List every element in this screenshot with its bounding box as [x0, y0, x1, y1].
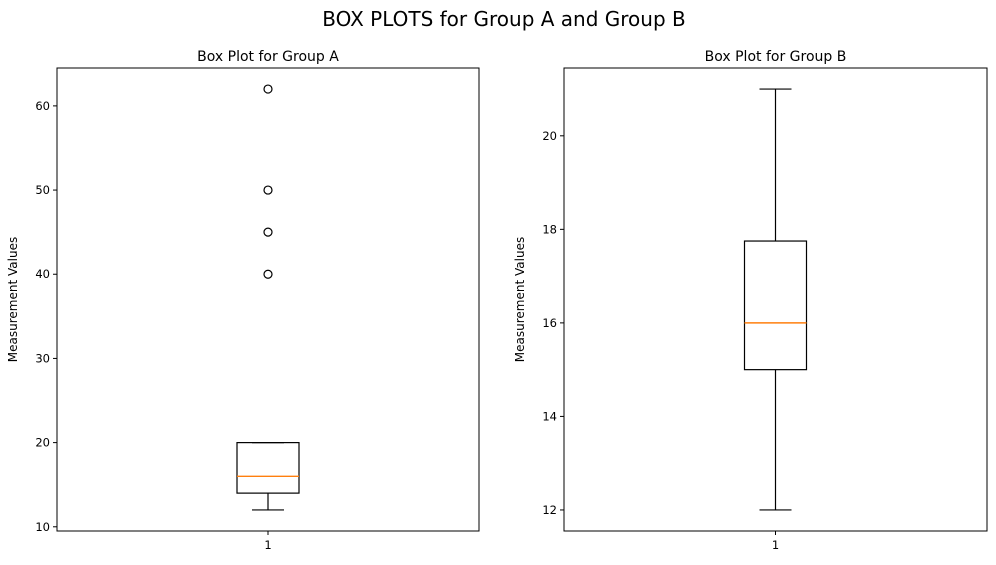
y-tick-label: 16	[542, 316, 557, 330]
y-axis-label: Measurement Values	[513, 237, 527, 362]
y-axis-label: Measurement Values	[6, 237, 20, 362]
y-tick-label: 20	[542, 129, 557, 143]
axes-frame	[56, 67, 480, 532]
y-tick-label: 60	[35, 99, 50, 113]
y-tick-label: 30	[35, 351, 50, 365]
y-tick-label: 10	[35, 520, 50, 534]
chart-panel-group-a: Box Plot for Group A Measurement Values 10…	[6, 49, 480, 552]
box-iqr	[743, 240, 808, 371]
x-tick-label: 1	[264, 538, 271, 552]
y-tick-label: 12	[542, 503, 557, 517]
chart-title: Box Plot for Group A	[197, 49, 339, 65]
outlier-point	[263, 269, 273, 279]
y-tick-label: 14	[542, 409, 557, 423]
outlier-point	[263, 185, 273, 195]
y-tick-label: 50	[35, 183, 50, 197]
y-tick-label: 20	[35, 436, 50, 450]
y-tick-label: 18	[542, 222, 557, 236]
box-iqr	[236, 442, 300, 494]
chart-title: Box Plot for Group B	[705, 49, 847, 65]
axes-frame	[563, 67, 988, 532]
outlier-point	[263, 227, 273, 237]
outlier-point	[263, 84, 273, 94]
figure-suptitle: BOX PLOTS for Group A and Group B	[322, 7, 686, 31]
y-tick-label: 40	[35, 267, 50, 281]
x-tick-label: 1	[772, 538, 779, 552]
